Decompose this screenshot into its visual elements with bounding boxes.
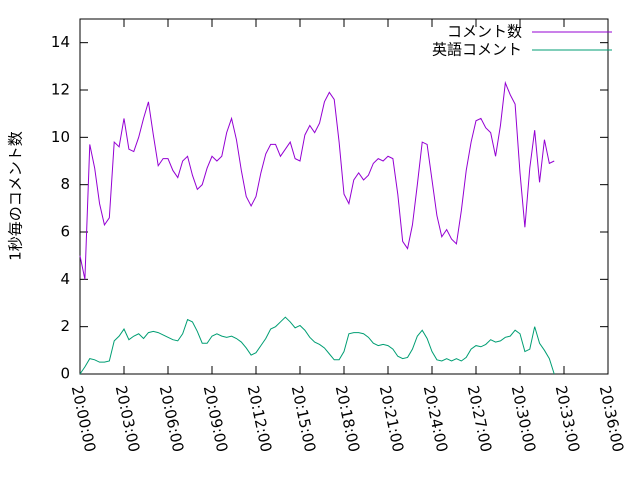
y-tick-label: 12 [51, 81, 70, 99]
y-tick-label: 10 [51, 128, 70, 146]
y-tick-label: 14 [51, 33, 70, 51]
y-tick-label: 2 [60, 317, 70, 335]
plot-border [79, 18, 609, 375]
y-tick-label: 4 [60, 270, 70, 288]
y-axis-label: 1秒毎のコメント数 [7, 131, 25, 261]
series-line [79, 316, 555, 375]
y-tick-label: 6 [60, 223, 70, 241]
legend-label: 英語コメント [432, 41, 522, 59]
legend-label: コメント数 [447, 23, 522, 41]
series-line [79, 80, 555, 280]
y-tick-label: 8 [60, 175, 70, 193]
y-tick-label: 0 [60, 365, 70, 383]
